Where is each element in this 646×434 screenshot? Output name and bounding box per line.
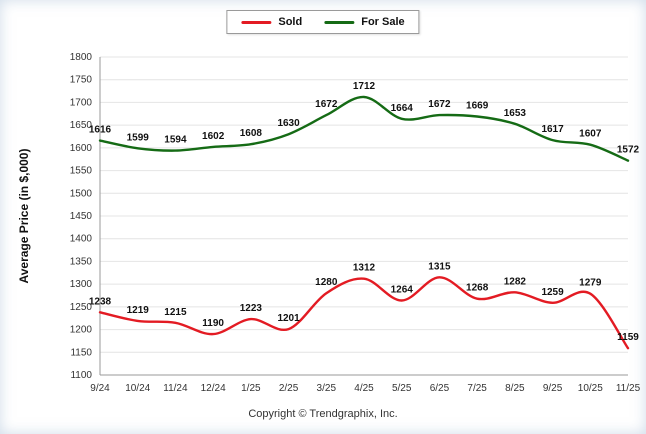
x-tick-label: 10/24 bbox=[125, 383, 150, 394]
x-tick-label: 1/25 bbox=[241, 383, 261, 394]
x-tick-label: 4/25 bbox=[354, 383, 374, 394]
data-point-label: 1630 bbox=[277, 118, 300, 129]
data-point-label: 1282 bbox=[504, 276, 527, 287]
data-point-label: 1159 bbox=[617, 332, 639, 343]
data-point-label: 1672 bbox=[428, 99, 451, 110]
data-point-label: 1223 bbox=[240, 303, 263, 314]
data-point-label: 1594 bbox=[164, 135, 187, 146]
x-tick-label: 7/25 bbox=[467, 383, 487, 394]
x-tick-label: 3/25 bbox=[317, 383, 337, 394]
y-tick-label: 1600 bbox=[70, 143, 93, 154]
x-tick-label: 2/25 bbox=[279, 383, 299, 394]
y-tick-label: 1550 bbox=[70, 166, 93, 177]
legend: Sold For Sale bbox=[226, 10, 420, 34]
data-point-label: 1672 bbox=[315, 99, 338, 110]
legend-item-for-sale: For Sale bbox=[324, 16, 405, 28]
y-tick-label: 1800 bbox=[70, 52, 93, 63]
series-line-sold bbox=[98, 276, 630, 350]
x-tick-label: 6/25 bbox=[430, 383, 450, 394]
data-point-label: 1280 bbox=[315, 277, 338, 288]
data-point-label: 1602 bbox=[202, 131, 225, 142]
x-tick-label: 9/25 bbox=[543, 383, 563, 394]
data-point-label: 1669 bbox=[466, 101, 489, 112]
data-point-label: 1607 bbox=[579, 129, 602, 140]
data-point-label: 1219 bbox=[127, 305, 150, 316]
y-tick-label: 1150 bbox=[70, 347, 92, 358]
legend-item-sold: Sold bbox=[241, 16, 302, 28]
y-tick-label: 1700 bbox=[70, 97, 93, 108]
y-tick-label: 1450 bbox=[70, 211, 93, 222]
line-chart: 1100 1150 1200 1250 1300 1350 1400 1450 1500 1550… bbox=[70, 52, 641, 394]
y-tick-label: 1200 bbox=[70, 325, 93, 336]
copyright-text: Copyright © Trendgraphix, Inc. bbox=[248, 408, 398, 420]
data-point-label: 1599 bbox=[127, 132, 150, 143]
data-point-label: 1653 bbox=[504, 108, 527, 119]
y-tick-label: 1650 bbox=[70, 120, 93, 131]
data-point-label: 1268 bbox=[466, 283, 489, 294]
x-tick-label: 11/25 bbox=[616, 383, 641, 394]
data-point-label: 1664 bbox=[391, 103, 414, 114]
data-point-label: 1617 bbox=[541, 124, 564, 135]
x-tick-label: 11/24 bbox=[163, 383, 188, 394]
data-point-label: 1279 bbox=[579, 278, 602, 289]
data-point-label: 1616 bbox=[89, 125, 112, 136]
data-point-label: 1238 bbox=[89, 296, 112, 307]
x-tick-label: 9/24 bbox=[90, 383, 110, 394]
data-point-label: 1215 bbox=[164, 307, 187, 318]
data-point-label: 1201 bbox=[277, 313, 300, 324]
data-point-label: 1264 bbox=[391, 284, 414, 295]
y-tick-label: 1100 bbox=[70, 370, 92, 381]
sold-line-swatch bbox=[241, 20, 272, 24]
data-point-label: 1315 bbox=[428, 261, 451, 272]
data-point-label: 1259 bbox=[541, 287, 564, 298]
legend-label-sold: Sold bbox=[278, 16, 303, 28]
x-tick-label: 12/24 bbox=[201, 383, 226, 394]
y-tick-label: 1500 bbox=[70, 188, 93, 199]
data-point-label: 1312 bbox=[353, 263, 376, 274]
y-tick-label: 1300 bbox=[70, 279, 93, 290]
y-tick-label: 1750 bbox=[70, 75, 93, 86]
data-point-label: 1712 bbox=[353, 81, 376, 92]
series-line-for-sale bbox=[98, 95, 630, 162]
legend-label-for-sale: For Sale bbox=[361, 16, 405, 28]
y-tick-label: 1350 bbox=[70, 256, 93, 267]
data-point-label: 1572 bbox=[617, 145, 640, 156]
data-point-label: 1190 bbox=[202, 318, 224, 329]
for-sale-line-swatch bbox=[324, 20, 355, 24]
y-tick-label: 1250 bbox=[70, 302, 93, 313]
x-tick-label: 5/25 bbox=[392, 383, 412, 394]
data-point-label: 1608 bbox=[240, 128, 263, 139]
y-tick-label: 1400 bbox=[70, 234, 93, 245]
x-tick-label: 8/25 bbox=[505, 383, 525, 394]
x-tick-label: 10/25 bbox=[578, 383, 603, 394]
